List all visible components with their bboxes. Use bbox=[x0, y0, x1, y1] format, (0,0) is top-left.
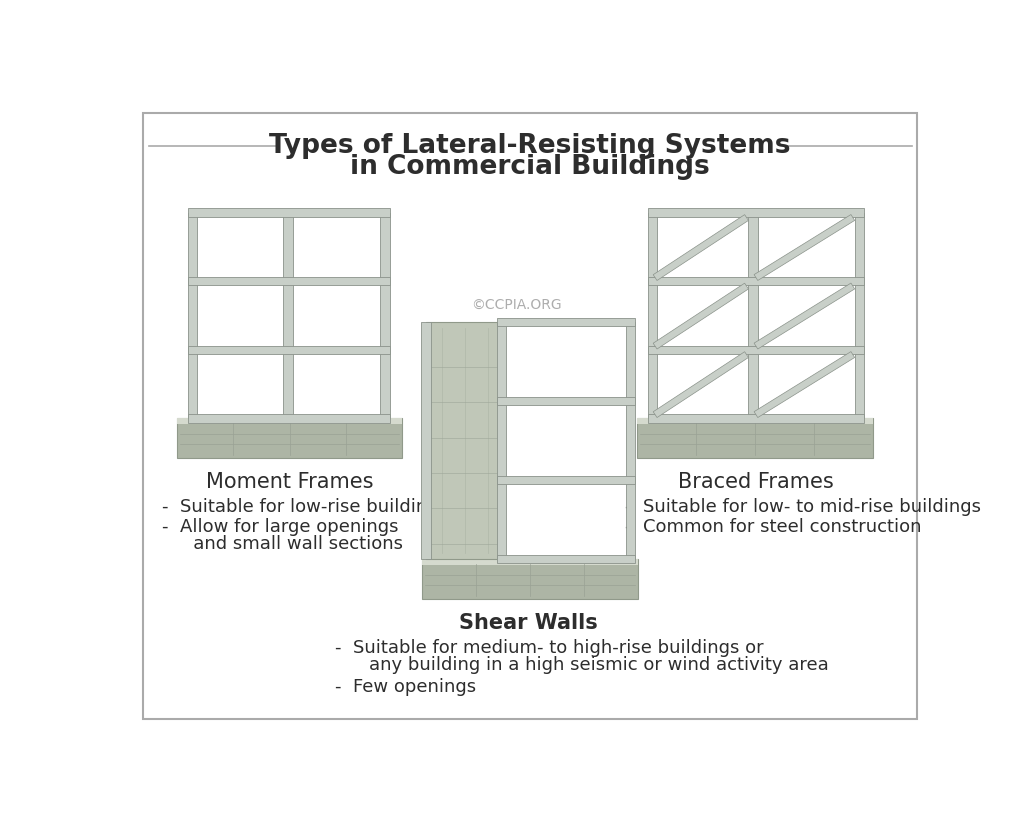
Bar bbox=[647, 277, 864, 286]
Bar bbox=[188, 212, 197, 418]
Bar bbox=[754, 351, 855, 417]
Text: -  Suitable for low- to mid-rise buildings: - Suitable for low- to mid-rise building… bbox=[626, 499, 981, 516]
Bar bbox=[426, 322, 501, 559]
Text: in Commercial Buildings: in Commercial Buildings bbox=[351, 154, 709, 179]
Text: Shear Walls: Shear Walls bbox=[459, 613, 598, 633]
Bar bbox=[496, 318, 635, 326]
Bar bbox=[647, 346, 864, 354]
Text: -  Suitable for low-rise buildings: - Suitable for low-rise buildings bbox=[161, 499, 448, 516]
Bar bbox=[637, 418, 874, 458]
Text: Moment Frames: Moment Frames bbox=[206, 472, 373, 492]
Bar bbox=[188, 277, 390, 286]
Text: -  Few openings: - Few openings bbox=[335, 678, 476, 695]
Bar bbox=[177, 418, 402, 425]
Bar bbox=[188, 414, 390, 422]
Bar bbox=[647, 208, 864, 217]
Text: -  Suitable for medium- to high-rise buildings or: - Suitable for medium- to high-rise buil… bbox=[335, 639, 763, 658]
Bar bbox=[626, 322, 635, 559]
Bar bbox=[422, 559, 638, 565]
Text: Braced Frames: Braced Frames bbox=[677, 472, 833, 492]
Bar bbox=[422, 559, 638, 599]
Bar bbox=[653, 215, 749, 281]
Text: and small wall sections: and small wall sections bbox=[176, 535, 403, 552]
Text: Types of Lateral-Resisting Systems: Types of Lateral-Resisting Systems bbox=[269, 133, 791, 159]
Bar bbox=[653, 283, 749, 349]
Bar bbox=[647, 414, 864, 422]
Bar bbox=[496, 397, 635, 406]
Bar bbox=[647, 212, 657, 418]
Text: ©CCPIA.ORG: ©CCPIA.ORG bbox=[472, 298, 562, 312]
Bar bbox=[496, 322, 506, 559]
Bar bbox=[496, 555, 635, 564]
Bar bbox=[855, 212, 864, 418]
Text: -  Common for steel construction: - Common for steel construction bbox=[626, 518, 921, 537]
Bar bbox=[381, 212, 390, 418]
Bar bbox=[422, 322, 431, 559]
Bar bbox=[496, 476, 635, 485]
Bar bbox=[177, 418, 402, 458]
Bar bbox=[283, 212, 293, 418]
Bar bbox=[637, 418, 874, 425]
Bar bbox=[653, 351, 749, 417]
Bar bbox=[754, 283, 855, 349]
Bar bbox=[188, 346, 390, 354]
Bar bbox=[188, 208, 390, 217]
Bar bbox=[754, 215, 855, 281]
Text: any building in a high seismic or wind activity area: any building in a high seismic or wind a… bbox=[346, 656, 829, 674]
Bar bbox=[749, 212, 758, 418]
Text: -  Allow for large openings: - Allow for large openings bbox=[161, 518, 398, 537]
